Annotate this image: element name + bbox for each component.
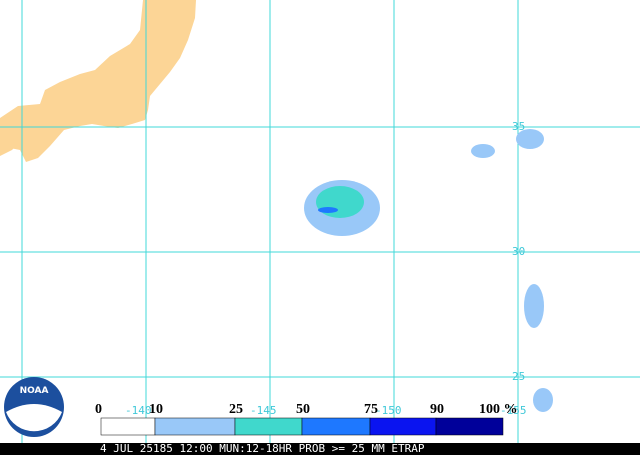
legend-swatch bbox=[234, 417, 303, 436]
legend-label: 100 % bbox=[479, 402, 518, 417]
footer-text: 4 JUL 25185 12:00 MUN:12-18HR PROB >= 25… bbox=[100, 442, 425, 455]
lon-label: -150 bbox=[375, 404, 402, 417]
legend-label: 10 bbox=[149, 402, 163, 417]
legend-swatch bbox=[369, 417, 437, 436]
graticule bbox=[0, 0, 640, 443]
land bbox=[0, 0, 196, 162]
legend-swatch bbox=[154, 417, 236, 436]
noaa-logo: NOAA bbox=[4, 377, 64, 437]
lat-label: 35 bbox=[512, 120, 525, 133]
legend-label: 25 bbox=[229, 402, 243, 417]
lon-label: -140 bbox=[125, 404, 152, 417]
legend-swatch bbox=[100, 417, 156, 436]
legend: 0 10 25 50 75 90 100 % bbox=[95, 402, 518, 436]
legend-swatch bbox=[435, 417, 504, 436]
legend-label: 75 bbox=[364, 402, 378, 417]
footer-bar bbox=[0, 443, 640, 455]
legend-label: 0 bbox=[95, 402, 102, 417]
land bbox=[0, 134, 22, 156]
lon-label: -155 bbox=[500, 404, 527, 417]
lat-label: 25 bbox=[512, 370, 525, 383]
logo-text: NOAA bbox=[20, 386, 49, 396]
lat-label: 30 bbox=[512, 245, 525, 258]
legend-label: 50 bbox=[296, 402, 310, 417]
probability-areas bbox=[304, 129, 553, 412]
lon-label: -145 bbox=[250, 404, 277, 417]
legend-swatch bbox=[301, 417, 371, 436]
legend-label: 90 bbox=[430, 402, 444, 417]
